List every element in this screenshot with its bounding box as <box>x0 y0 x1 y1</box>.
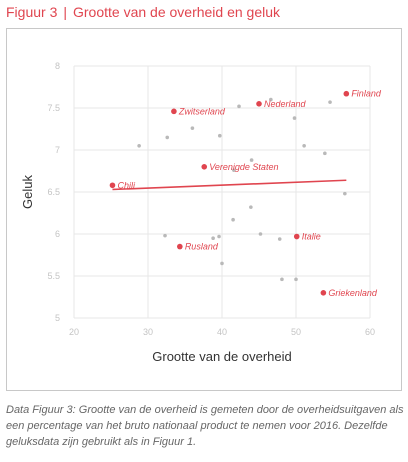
point-label: Rusland <box>185 242 219 252</box>
data-point <box>277 237 282 241</box>
data-point <box>190 126 195 130</box>
chart-frame <box>6 28 402 391</box>
x-axis-label: Grootte van de overheid <box>152 349 291 364</box>
x-tick-label: 60 <box>365 327 375 337</box>
point-label: Chili <box>117 180 136 190</box>
data-point <box>269 97 273 102</box>
point-label: Finland <box>351 89 382 99</box>
highlighted-point <box>293 233 300 240</box>
y-tick-label: 6.5 <box>47 187 60 197</box>
x-tick-label: 20 <box>69 327 79 337</box>
highlighted-point <box>109 182 116 189</box>
data-point <box>217 234 221 239</box>
y-tick-label: 7.5 <box>47 103 60 113</box>
highlighted-point <box>320 290 327 296</box>
data-point <box>165 135 170 140</box>
trendline <box>112 179 347 191</box>
point-label: Zwitserland <box>178 106 226 116</box>
highlighted-point <box>201 164 208 170</box>
data-point <box>302 144 306 148</box>
y-tick-label: 6 <box>55 229 60 239</box>
figure-label: Figuur 3 <box>6 4 58 20</box>
data-point <box>292 116 297 120</box>
axis-layer: 20 30 40 50 60 5 5.5 6 6.5 7 7.5 8 <box>47 61 375 337</box>
scatter-chart: 20 30 40 50 60 5 5.5 6 6.5 7 7.5 8 Finland Nederland… <box>20 61 382 364</box>
point-label: Italie <box>302 232 321 242</box>
data-point <box>258 232 263 236</box>
highlighted-point <box>177 243 183 250</box>
grid-layer <box>73 65 371 319</box>
figure-caption: Data Figuur 3: Grootte van de overheid i… <box>6 404 404 448</box>
data-point <box>237 104 241 109</box>
x-tick-label: 40 <box>217 327 227 337</box>
point-label: Verenigde Staten <box>209 162 278 172</box>
data-point <box>211 236 215 240</box>
y-tick-label: 5.5 <box>47 271 60 281</box>
figure-title-text: Grootte van de overheid en geluk <box>73 4 281 20</box>
y-axis-label: Geluk <box>20 175 35 209</box>
y-tick-label: 8 <box>55 61 60 71</box>
data-point <box>343 191 347 196</box>
point-label: Nederland <box>264 99 307 109</box>
other-points-layer <box>137 97 347 282</box>
title-separator: | <box>63 4 67 20</box>
data-point <box>163 233 167 238</box>
data-point <box>232 168 236 172</box>
highlighted-point <box>343 90 350 97</box>
data-point <box>328 100 332 104</box>
point-label: Griekenland <box>328 288 378 298</box>
y-tick-label: 7 <box>55 145 60 155</box>
x-tick-label: 30 <box>143 327 153 337</box>
data-point <box>217 133 222 138</box>
highlighted-point <box>171 108 177 115</box>
x-tick-label: 50 <box>291 327 301 337</box>
figure-title: Figuur 3 | Grootte van de overheid en gelu… <box>6 4 280 20</box>
y-tick-label: 5 <box>55 313 60 323</box>
data-point <box>294 277 298 282</box>
highlighted-point <box>256 101 262 107</box>
data-point <box>137 144 141 148</box>
data-point <box>280 277 284 282</box>
data-point <box>249 158 254 162</box>
data-point <box>249 205 253 209</box>
data-point <box>220 261 224 266</box>
labeled-points-layer: Finland Nederland Zwitserland Verenigde Sta… <box>109 89 382 298</box>
data-point <box>323 151 327 156</box>
data-point <box>231 217 235 222</box>
